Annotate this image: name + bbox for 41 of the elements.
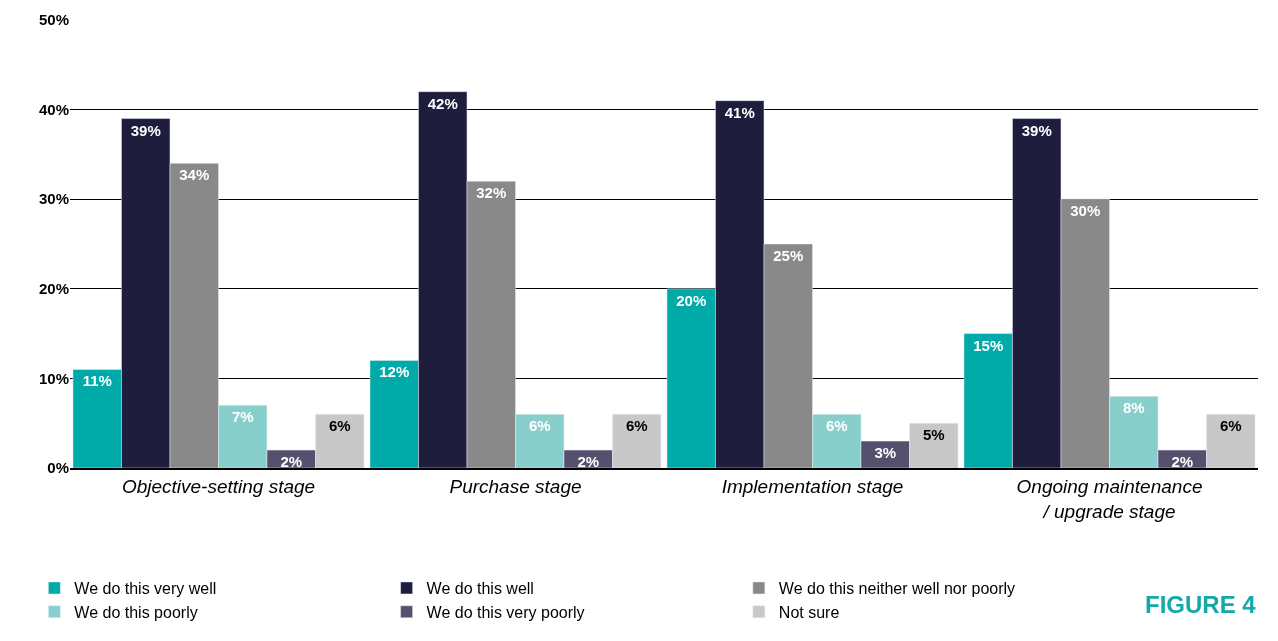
x-tick-label: Implementation stage [721, 475, 904, 497]
data-label: 2% [577, 453, 600, 471]
data-label: 3% [874, 444, 897, 462]
x-tick-label: Ongoing maintenance / upgrade stage [1016, 475, 1203, 522]
data-label: 12% [379, 363, 410, 381]
data-label: 6% [328, 417, 351, 435]
data-label: 2% [1171, 453, 1194, 471]
legend-label: Not sure [778, 603, 840, 621]
legend-label: We do this very poorly [426, 603, 585, 621]
data-label: 5% [922, 426, 945, 444]
data-label: 11% [82, 372, 112, 390]
y-tick-label: 0% [47, 459, 69, 477]
data-label: 6% [625, 417, 648, 435]
data-label: 6% [825, 417, 848, 435]
data-label: 8% [1122, 399, 1145, 417]
y-tick-label: 50% [38, 11, 69, 29]
caption: FIGURE 4 [1145, 591, 1257, 618]
legend-label: We do this very well [74, 580, 217, 598]
x-tick-label: Purchase stage [449, 475, 582, 497]
data-label: 41% [724, 103, 755, 121]
legend-label: We do this well [426, 580, 534, 598]
y-tick-label: 30% [38, 190, 69, 208]
data-label: 32% [476, 184, 507, 202]
data-label: 30% [1070, 202, 1101, 220]
data-label: 2% [280, 453, 303, 471]
y-tick-label: 10% [38, 369, 69, 387]
data-label: 39% [130, 121, 161, 139]
y-tick-label: 20% [38, 280, 69, 298]
data-label: 7% [231, 408, 254, 426]
data-label: 20% [676, 291, 707, 309]
data-label: 15% [973, 336, 1004, 354]
data-label: 25% [773, 247, 804, 264]
data-label: 6% [528, 417, 551, 435]
x-tick-label: Objective-setting stage [121, 475, 316, 497]
y-tick-label: 40% [38, 100, 69, 118]
legend-label: We do this poorly [74, 603, 198, 621]
data-label: 34% [179, 166, 210, 184]
legend-label: We do this neither well nor poorly [778, 580, 1016, 598]
data-label: 39% [1021, 121, 1052, 139]
data-label: 6% [1219, 417, 1242, 435]
data-label: 42% [427, 94, 458, 112]
